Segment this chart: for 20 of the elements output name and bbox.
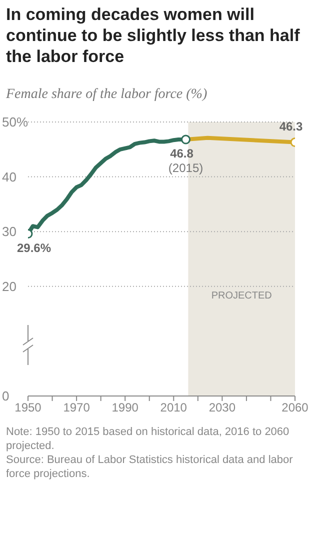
y-tick-label: 0: [2, 388, 10, 404]
text: Note: 1950 to 2015 based on historical data, 2016 to 2060 projected.: [6, 425, 290, 453]
annotation: (2015): [168, 161, 204, 176]
x-tick-label: 1950: [14, 400, 42, 415]
x-tick-label: 2060: [282, 400, 309, 415]
data-label: 46.8: [170, 146, 194, 161]
chart-subtitle: Female share of the labor force (%): [5, 86, 208, 103]
x-tick-label: 1970: [63, 400, 90, 415]
data-label: 46.3: [279, 119, 303, 134]
y-tick-label: 20: [2, 278, 16, 294]
y-tick-label: 50%: [2, 114, 28, 130]
x-tick-label: 1990: [112, 400, 139, 415]
data-label: 29.6%: [16, 240, 52, 255]
y-tick-label: 40: [2, 169, 16, 184]
source-note: Source: Bureau of Labor Statistics historical data and labor force projections.: [6, 453, 294, 481]
band-label: PROJECTED: [211, 290, 272, 302]
x-tick-label: 2030: [208, 400, 236, 415]
chart-title: In coming decades women will continue to be slightly less than half the labor force: [5, 4, 301, 67]
y-tick-label: 30: [2, 224, 16, 240]
x-tick-label: 2010: [160, 400, 188, 415]
